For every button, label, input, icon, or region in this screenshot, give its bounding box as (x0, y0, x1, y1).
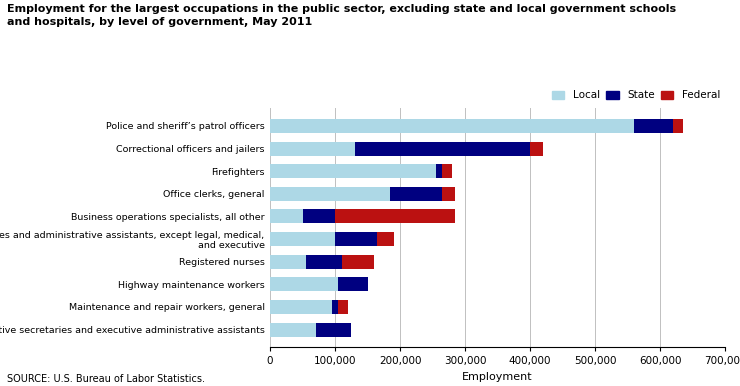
Bar (303, 210, 335, 223)
Bar (335, 210, 455, 223)
Bar (335, 232, 377, 246)
Bar (270, 232, 335, 246)
Bar (338, 300, 348, 314)
Bar (342, 255, 374, 269)
Bar (270, 322, 315, 337)
Bar (443, 164, 452, 178)
Bar (338, 277, 368, 291)
Bar (270, 142, 354, 156)
Bar (673, 119, 683, 133)
Bar (270, 119, 634, 133)
Bar (270, 277, 338, 291)
Bar (634, 119, 673, 133)
Bar (315, 322, 352, 337)
Bar (443, 187, 455, 201)
Bar (270, 300, 332, 314)
Bar (530, 142, 543, 156)
Bar (306, 255, 342, 269)
Bar (270, 164, 436, 178)
Bar (391, 187, 443, 201)
Bar (332, 300, 338, 314)
Text: SOURCE: U.S. Bureau of Labor Statistics.: SOURCE: U.S. Bureau of Labor Statistics. (7, 374, 206, 384)
X-axis label: Employment: Employment (462, 372, 533, 382)
Bar (270, 210, 303, 223)
Bar (377, 232, 394, 246)
Bar (270, 255, 306, 269)
Legend: Local, State, Federal: Local, State, Federal (552, 90, 720, 100)
Text: Employment for the largest occupations in the public sector, excluding state and: Employment for the largest occupations i… (7, 4, 676, 27)
Bar (270, 187, 391, 201)
Bar (436, 164, 443, 178)
Bar (354, 142, 530, 156)
